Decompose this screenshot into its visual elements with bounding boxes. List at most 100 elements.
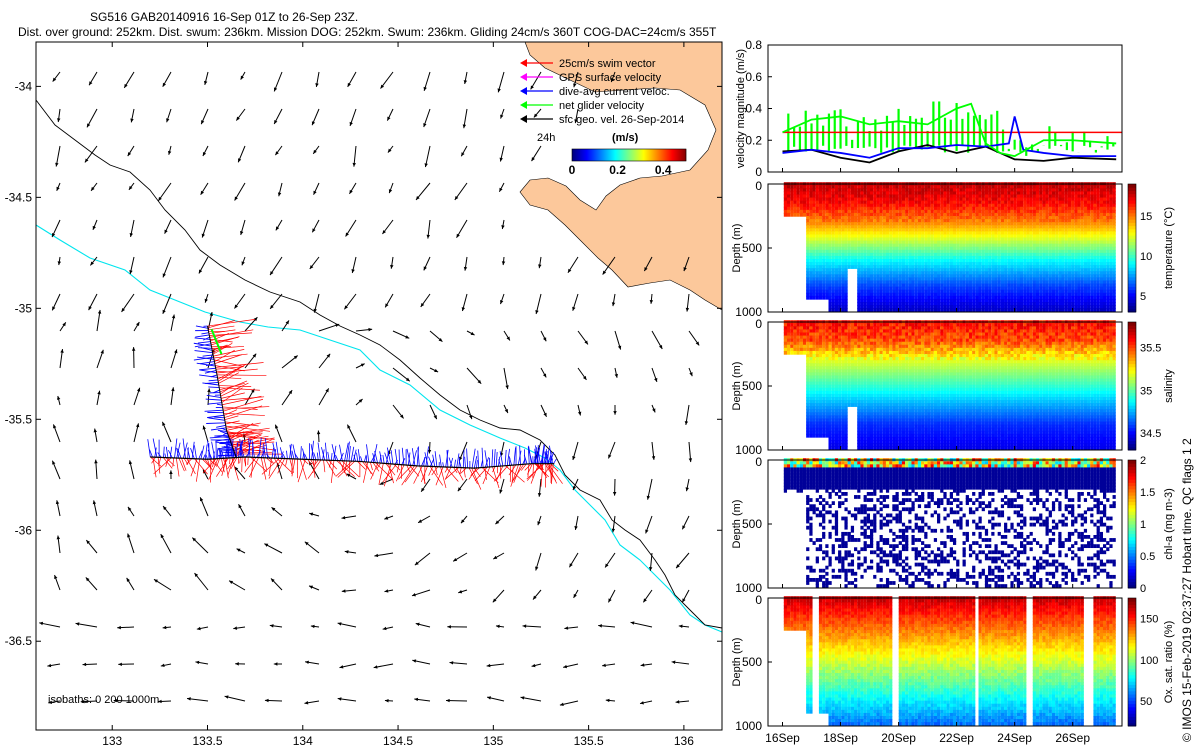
depth-profile-point xyxy=(815,188,819,193)
depth-profile-point xyxy=(863,188,867,193)
depth-profile-point xyxy=(869,182,874,186)
depth-profile-point xyxy=(1013,191,1017,196)
depth-profile-point xyxy=(911,194,915,199)
depth-profile-point xyxy=(812,283,816,288)
depth-profile-point xyxy=(914,219,918,223)
depth-profile-point xyxy=(924,249,928,254)
depth-profile-point xyxy=(818,249,823,254)
depth-profile-point xyxy=(911,305,915,309)
depth-profile-point xyxy=(1023,194,1027,199)
depth-profile-point xyxy=(991,243,995,248)
depth-profile-point xyxy=(1058,277,1062,282)
depth-profile-point xyxy=(930,182,934,186)
depth-profile-point xyxy=(1020,188,1024,193)
swim-vector xyxy=(370,462,373,471)
depth-profile-point xyxy=(1039,277,1043,282)
depth-profile-point xyxy=(930,222,934,226)
depth-profile-point xyxy=(876,252,880,257)
depth-profile-point xyxy=(1016,225,1021,230)
depth-profile-point xyxy=(959,252,963,257)
depth-profile-point xyxy=(1039,182,1043,186)
depth-profile-point xyxy=(1029,206,1033,211)
depth-profile-point xyxy=(991,280,995,285)
depth-profile-point xyxy=(1023,191,1027,196)
depth-profile-point xyxy=(908,237,912,242)
depth-profile-point xyxy=(978,240,982,245)
depth-profile-point xyxy=(1051,298,1056,303)
depth-profile-point xyxy=(812,197,816,202)
depth-profile-point xyxy=(927,268,931,273)
depth-profile-point xyxy=(1051,289,1056,294)
depth-profile-point xyxy=(1026,209,1030,214)
depth-profile-point xyxy=(889,292,893,297)
depth-profile-point xyxy=(863,222,867,226)
depth-profile-point xyxy=(975,255,979,260)
depth-profile-point xyxy=(866,194,870,199)
geo-velocity-arrow-head xyxy=(315,83,319,87)
depth-profile-point xyxy=(879,298,883,303)
depth-profile-point xyxy=(838,274,842,279)
depth-profile-point xyxy=(898,203,902,208)
depth-profile-point xyxy=(857,277,861,282)
depth-profile-point xyxy=(965,228,969,233)
depth-profile-point xyxy=(876,277,880,282)
depth-profile-point xyxy=(1026,259,1030,263)
dac-vector xyxy=(491,449,494,467)
depth-profile-point xyxy=(965,188,969,193)
depth-profile-point xyxy=(1016,182,1021,186)
depth-profile-point xyxy=(1029,289,1033,294)
depth-profile-point xyxy=(930,219,934,223)
depth-profile-point xyxy=(892,222,896,226)
depth-profile-point xyxy=(863,292,867,297)
depth-profile-point xyxy=(885,271,890,276)
depth-profile-point xyxy=(790,191,794,196)
depth-profile-point xyxy=(1061,292,1065,297)
depth-profile-point xyxy=(1071,185,1075,190)
depth-profile-point xyxy=(965,295,969,300)
dac-vector xyxy=(208,386,220,388)
depth-profile-point xyxy=(895,212,899,217)
depth-profile-point xyxy=(917,302,922,306)
depth-profile-point xyxy=(847,222,851,226)
depth-profile-point xyxy=(981,222,985,226)
depth-profile-point xyxy=(783,200,788,205)
depth-profile-point xyxy=(940,228,944,233)
depth-profile-point xyxy=(1064,234,1068,239)
depth-profile-point xyxy=(854,188,858,193)
depth-profile-point xyxy=(933,305,938,309)
depth-profile-point xyxy=(889,206,893,211)
depth-profile-point xyxy=(972,203,976,208)
depth-profile-point xyxy=(1000,240,1005,245)
depth-profile-point xyxy=(1051,225,1056,230)
depth-profile-point xyxy=(876,295,880,300)
depth-profile-point xyxy=(895,268,899,273)
depth-profile-point xyxy=(1016,305,1021,309)
depth-profile-point xyxy=(1058,252,1062,257)
depth-profile-point xyxy=(1045,292,1049,297)
depth-profile-point xyxy=(962,252,966,257)
depth-profile-point xyxy=(822,271,826,276)
depth-profile-point xyxy=(834,215,839,220)
depth-profile-point xyxy=(885,274,890,279)
depth-profile-point xyxy=(831,246,835,251)
depth-profile-point xyxy=(978,182,982,186)
depth-profile-point xyxy=(1004,286,1008,291)
depth-profile-point xyxy=(927,271,931,276)
depth-profile-point xyxy=(882,243,886,248)
depth-profile-point xyxy=(991,265,995,269)
depth-profile-point xyxy=(1042,252,1046,257)
depth-profile-point xyxy=(818,277,823,282)
depth-profile-point xyxy=(1055,231,1059,236)
depth-profile-point xyxy=(854,228,858,233)
depth-profile-point xyxy=(828,212,832,217)
depth-profile-point xyxy=(1067,182,1072,186)
depth-profile-point xyxy=(882,212,886,217)
depth-profile-point xyxy=(1042,206,1046,211)
depth-profile-point xyxy=(1067,259,1072,263)
depth-profile-point xyxy=(962,222,966,226)
depth-profile-point xyxy=(822,234,826,239)
depth-profile-point xyxy=(822,274,826,279)
depth-profile-point xyxy=(882,283,886,288)
depth-profile-point xyxy=(1016,188,1021,193)
depth-profile-point xyxy=(1023,200,1027,205)
